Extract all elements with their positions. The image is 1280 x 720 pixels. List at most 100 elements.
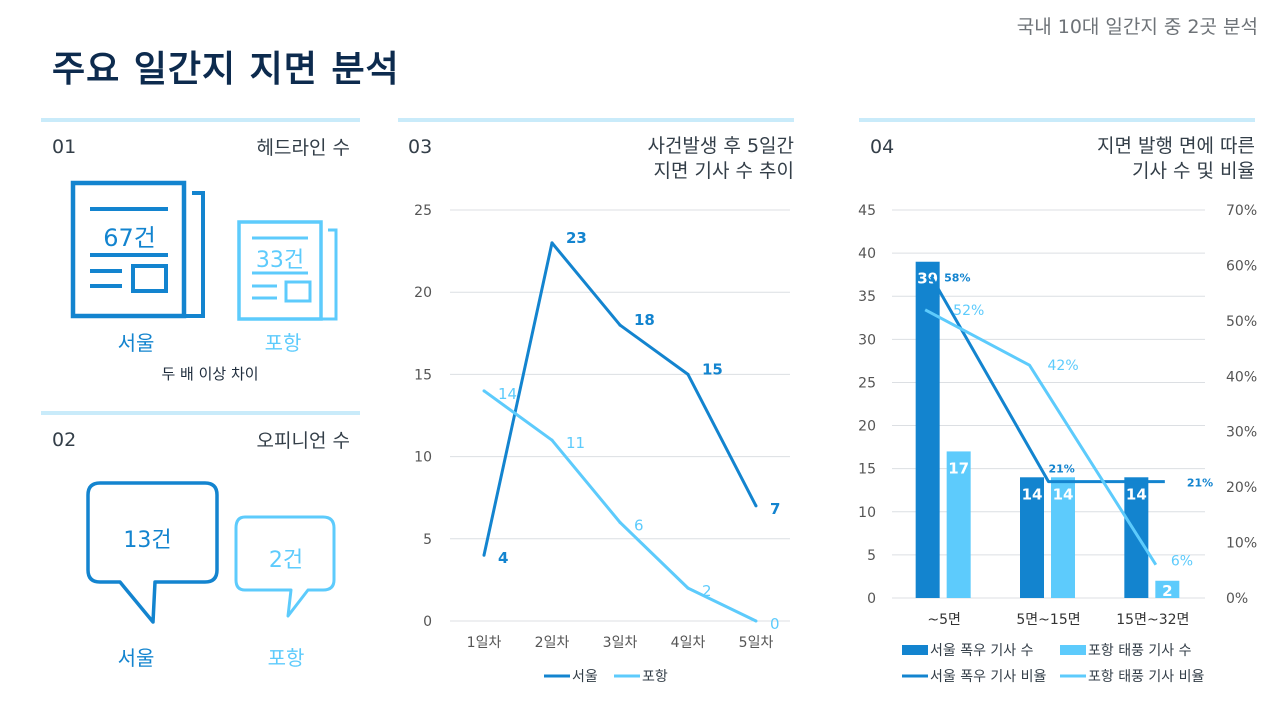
y-left-tick-label: 40 <box>858 246 876 262</box>
section-04-title-line2: 기사 수 및 비율 <box>1132 159 1255 184</box>
y-right-tick-label: 10% <box>1226 536 1257 552</box>
y-right-tick-label: 20% <box>1226 480 1257 496</box>
y-tick-label: 5 <box>423 532 432 548</box>
data-label: 11 <box>566 434 585 452</box>
bar-value-label: 14 <box>1022 485 1043 503</box>
ratio-label: 6% <box>1171 554 1193 570</box>
legend-label: 서울 폭우 기사 수 <box>930 643 1034 659</box>
page-subtitle: 국내 10대 일간지 중 2곳 분석 <box>1017 12 1258 39</box>
data-label: 4 <box>498 549 508 567</box>
series-line-서울 <box>484 243 756 555</box>
y-left-tick-label: 35 <box>858 289 876 305</box>
bar-value-label: 17 <box>948 459 969 477</box>
bar-value-label: 14 <box>1053 485 1074 503</box>
section-03-title-line1: 사건발생 후 5일간 <box>647 134 794 159</box>
data-label: 6 <box>634 516 644 534</box>
pohang-headline-count: 33건 <box>245 242 315 274</box>
pohang-label-01: 포항 <box>243 327 323 356</box>
section-01-number: 01 <box>52 136 76 158</box>
pohang-label-02: 포항 <box>246 642 326 671</box>
data-label: 14 <box>498 385 517 403</box>
data-point <box>551 439 554 442</box>
section-02-title: 오피니언 수 <box>257 429 350 454</box>
y-right-tick-label: 30% <box>1226 425 1257 441</box>
data-label: 23 <box>566 229 587 247</box>
ratio-label: 52% <box>953 303 984 319</box>
x-tick-label: 5일차 <box>739 635 774 651</box>
section-04-divider <box>859 118 1255 122</box>
difference-note: 두 배 이상 차이 <box>140 363 280 384</box>
ratio-label: 42% <box>1048 358 1079 374</box>
pohang-opinion-count: 2건 <box>246 542 326 574</box>
page-section-combo-chart: 0 5 10 15 20 25 30 35 40 45 0% 10% 20% 30% 40% 50% 60% 70… <box>840 190 1270 690</box>
seoul-speech-bubble-icon <box>85 480 225 630</box>
seoul-opinion-count: 13건 <box>100 522 195 554</box>
y-left-tick-label: 20 <box>858 419 876 435</box>
data-point <box>619 324 622 327</box>
data-point <box>755 504 758 507</box>
data-label: 0 <box>770 615 780 633</box>
y-left-tick-label: 45 <box>858 203 876 219</box>
data-point <box>483 554 486 557</box>
y-left-tick-label: 30 <box>858 332 876 348</box>
data-point <box>687 587 690 590</box>
data-point <box>551 241 554 244</box>
ratio-label: 21% <box>1187 477 1213 490</box>
data-label: 2 <box>702 582 712 600</box>
y-tick-label: 25 <box>414 203 432 219</box>
legend-swatch <box>902 645 928 655</box>
legend-label: 서울 폭우 기사 비율 <box>930 669 1047 685</box>
data-point <box>619 521 622 524</box>
seoul-headline-count: 67건 <box>92 218 167 253</box>
y-right-tick-label: 70% <box>1226 203 1257 219</box>
section-03-divider <box>398 118 794 122</box>
section-01-divider <box>41 118 360 122</box>
legend-swatch <box>1060 645 1086 655</box>
data-point <box>755 620 758 623</box>
section-02-divider <box>41 411 360 415</box>
y-right-tick-label: 40% <box>1226 369 1257 385</box>
y-left-tick-label: 25 <box>858 375 876 391</box>
data-label: 15 <box>702 360 723 378</box>
section-04-number: 04 <box>870 136 894 158</box>
y-left-tick-label: 15 <box>858 462 876 478</box>
ratio-label: 21% <box>1049 463 1075 476</box>
section-03-title-line2: 지면 기사 수 추이 <box>654 159 794 184</box>
legend-label: 포항 <box>642 669 668 685</box>
x-tick-label: 3일차 <box>603 635 638 651</box>
legend-label: 서울 <box>572 669 598 685</box>
data-label: 7 <box>770 500 780 518</box>
legend-label: 포항 태풍 기사 수 <box>1088 643 1192 659</box>
ratio-label: 58% <box>944 272 970 285</box>
y-right-tick-label: 60% <box>1226 258 1257 274</box>
y-left-tick-label: 0 <box>867 591 876 607</box>
data-point <box>483 389 486 392</box>
y-right-tick-label: 50% <box>1226 314 1257 330</box>
x-tick-label: 15면~32면 <box>1116 612 1189 628</box>
section-01-title: 헤드라인 수 <box>257 136 350 161</box>
daily-articles-line-chart: 05101520251일차 2일차 3일차 4일차 5일차423181571411620… <box>398 190 798 690</box>
bar-value-label: 2 <box>1162 582 1172 600</box>
x-tick-label: 2일차 <box>535 635 570 651</box>
x-tick-label: 4일차 <box>671 635 706 651</box>
y-left-tick-label: 10 <box>858 505 876 521</box>
page-title: 주요 일간지 지면 분석 <box>52 40 400 92</box>
data-point <box>687 373 690 376</box>
section-02-number: 02 <box>52 429 76 451</box>
section-03-number: 03 <box>408 136 432 158</box>
y-tick-label: 20 <box>414 285 432 301</box>
section-04-title-line1: 지면 발행 면에 따른 <box>1097 134 1255 159</box>
legend-label: 포항 태풍 기사 비율 <box>1088 669 1205 685</box>
x-tick-label: 1일차 <box>467 635 502 651</box>
data-label: 18 <box>634 311 655 329</box>
seoul-label-02: 서울 <box>96 642 176 671</box>
y-right-tick-label: 0% <box>1226 591 1248 607</box>
x-tick-label: 5면~15면 <box>1016 612 1080 628</box>
seoul-label-01: 서울 <box>96 327 176 356</box>
bar-value-label: 14 <box>1126 485 1147 503</box>
y-tick-label: 15 <box>414 367 432 383</box>
y-tick-label: 0 <box>423 614 432 630</box>
y-tick-label: 10 <box>414 450 432 466</box>
x-tick-label: ~5면 <box>927 612 961 628</box>
y-left-tick-label: 5 <box>867 548 876 564</box>
